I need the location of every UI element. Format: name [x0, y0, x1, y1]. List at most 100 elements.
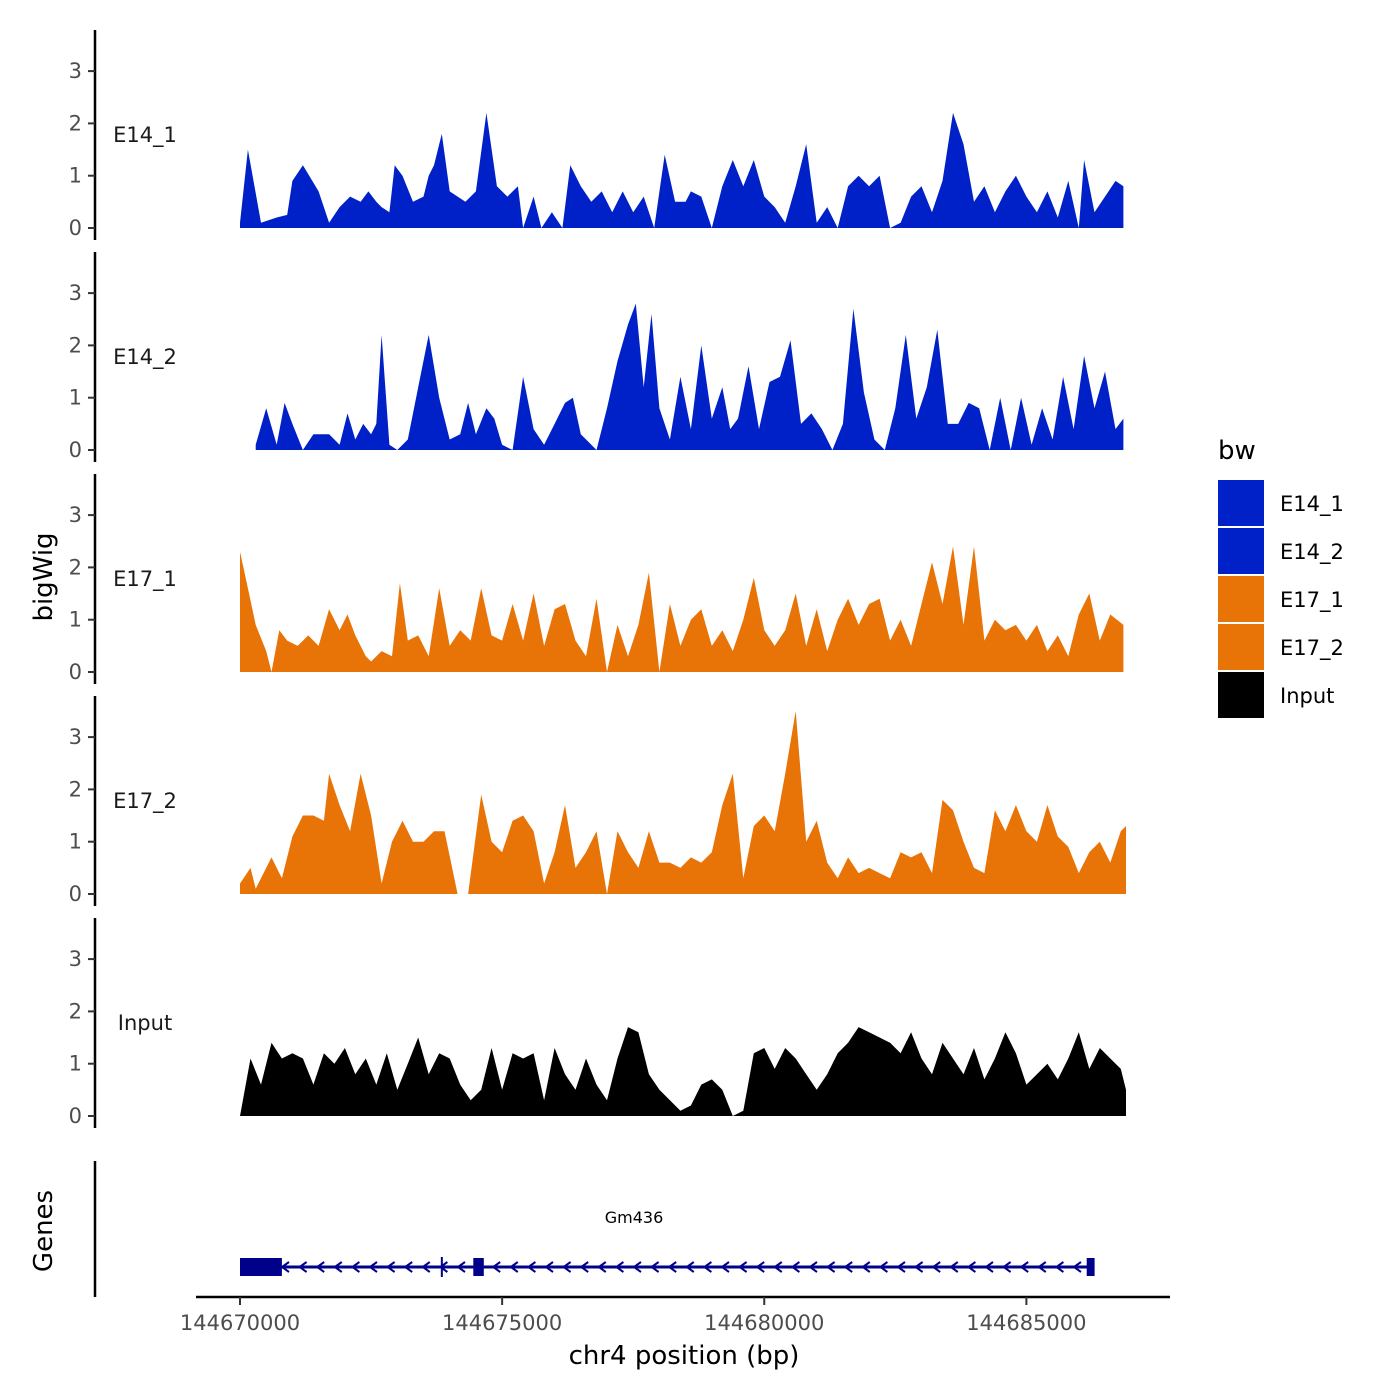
x-axis: 144670000 144675000 144680000 144685000 — [180, 1295, 1170, 1335]
y-tick-label: 1 — [69, 1052, 82, 1076]
y-tick-label: 0 — [69, 216, 82, 240]
y-tick-label: 0 — [69, 882, 82, 906]
y-tick-label: 0 — [69, 1104, 82, 1128]
strand-arrow — [878, 1261, 888, 1273]
track-label: E14_1 — [113, 123, 177, 148]
x-axis-title: chr4 position (bp) — [569, 1341, 800, 1371]
strand-arrow — [632, 1261, 642, 1273]
strand-arrow — [1001, 1261, 1012, 1273]
legend-label: E14_2 — [1280, 540, 1344, 565]
y-axis-title: bigWig — [29, 532, 59, 621]
strand-arrow — [491, 1261, 501, 1273]
track-e17-2: 0 1 2 3 E17_2 — [69, 696, 1126, 906]
strand-arrow — [966, 1261, 976, 1273]
strand-arrow — [685, 1261, 695, 1273]
strand-arrow — [702, 1261, 712, 1273]
strand-arrow — [368, 1261, 378, 1273]
legend-label: E17_1 — [1280, 588, 1344, 613]
genes-axis-title: Genes — [29, 1190, 59, 1272]
strand-arrow — [949, 1261, 959, 1273]
y-tick-label: 2 — [69, 777, 82, 801]
track-label: E17_2 — [113, 789, 177, 814]
x-tick-label: 144680000 — [704, 1311, 824, 1335]
strand-arrow — [1054, 1261, 1064, 1273]
strand-arrow — [456, 1261, 466, 1273]
track-label: Input — [118, 1011, 172, 1035]
coverage-area-e17-1 — [240, 546, 1124, 672]
track-label: E17_1 — [113, 567, 177, 592]
y-tick-label: 3 — [69, 503, 82, 527]
strand-arrow — [526, 1261, 536, 1273]
x-tick-label: 144670000 — [180, 1311, 300, 1335]
legend-label: E17_2 — [1280, 636, 1344, 661]
strand-arrow — [350, 1261, 360, 1273]
coverage-area-e17-2 — [240, 711, 1126, 894]
y-tick-label: 3 — [69, 725, 82, 749]
y-tick-label: 0 — [69, 438, 82, 462]
y-tick-label: 1 — [69, 608, 82, 632]
y-tick-label: 0 — [69, 660, 82, 684]
strand-arrow — [843, 1261, 853, 1273]
y-tick-label: 1 — [69, 386, 82, 410]
strand-arrow — [1072, 1261, 1082, 1273]
strand-arrow — [385, 1261, 396, 1273]
coverage-area-e14-2 — [255, 303, 1124, 450]
strand-arrow — [297, 1261, 308, 1273]
legend-swatch — [1218, 528, 1264, 574]
strand-arrow — [667, 1261, 677, 1273]
x-tick-label: 144685000 — [966, 1311, 1086, 1335]
strand-arrow — [614, 1261, 624, 1273]
strand-arrow — [579, 1261, 589, 1273]
legend-swatch — [1218, 624, 1264, 670]
strand-arrow — [649, 1261, 660, 1273]
strand-arrow — [931, 1261, 941, 1273]
y-tick-label: 2 — [69, 333, 82, 357]
strand-arrow — [509, 1261, 519, 1273]
gene-annotation-panel: Gm436 — [93, 1161, 1095, 1297]
legend-swatch — [1218, 480, 1264, 526]
exon-block — [473, 1258, 484, 1276]
strand-arrow — [896, 1261, 906, 1273]
y-tick-label: 1 — [69, 830, 82, 854]
legend: bw E14_1 E14_2 E17_1 E17_2 Input — [1218, 436, 1344, 718]
legend-swatch — [1218, 672, 1264, 718]
strand-arrow — [720, 1261, 730, 1273]
strand-arrow — [403, 1261, 413, 1273]
coverage-tracks: 0 1 2 3 E14_1 0 1 2 3 E14_2 0 1 2 3 E17_1 0 1 2 3 E17_2 0 1 2 3… — [69, 30, 1126, 1128]
y-tick-label: 2 — [69, 111, 82, 135]
coverage-area-e14-1 — [240, 112, 1124, 228]
strand-arrow — [561, 1261, 572, 1273]
track-input: 0 1 2 3 Input — [69, 918, 1126, 1128]
legend-label: E14_1 — [1280, 492, 1344, 517]
strand-arrow — [597, 1261, 607, 1273]
exon-block — [1086, 1258, 1095, 1276]
x-tick-label: 144675000 — [442, 1311, 562, 1335]
y-tick-label: 3 — [69, 281, 82, 305]
strand-arrow — [544, 1261, 554, 1273]
strand-arrow — [984, 1261, 994, 1273]
strand-arrow — [315, 1261, 325, 1273]
y-tick-label: 2 — [69, 555, 82, 579]
strand-arrow — [737, 1261, 748, 1273]
y-tick-label: 1 — [69, 164, 82, 188]
strand-arrow — [808, 1261, 818, 1273]
strand-arrow — [421, 1261, 431, 1273]
strand-arrow — [438, 1261, 448, 1273]
strand-arrow — [790, 1261, 800, 1273]
strand-arrow — [333, 1261, 343, 1273]
gene-label: Gm436 — [605, 1208, 664, 1227]
track-e14-2: 0 1 2 3 E14_2 — [69, 252, 1124, 462]
legend-label: Input — [1280, 684, 1334, 708]
strand-arrow — [755, 1261, 765, 1273]
y-tick-label: 3 — [69, 947, 82, 971]
track-label: E14_2 — [113, 345, 177, 370]
legend-swatch — [1218, 576, 1264, 622]
track-e17-1: 0 1 2 3 E17_1 — [69, 474, 1124, 684]
strand-arrow — [773, 1261, 783, 1273]
legend-title: bw — [1218, 436, 1256, 466]
coverage-area-input — [240, 1027, 1126, 1116]
strand-arrow — [1019, 1261, 1029, 1273]
y-tick-label: 3 — [69, 59, 82, 83]
exon-block — [240, 1258, 282, 1276]
